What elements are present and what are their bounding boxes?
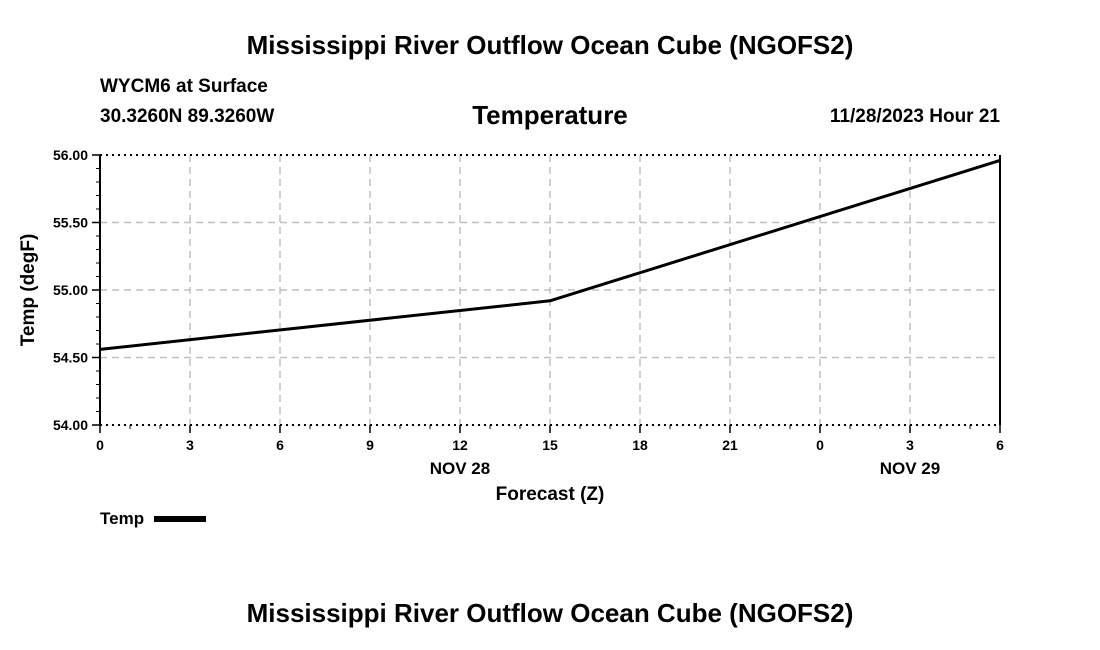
date-label: NOV 29 bbox=[880, 459, 940, 478]
station-label: WYCM6 at Surface bbox=[100, 76, 268, 97]
x-tick-label: 3 bbox=[906, 437, 914, 453]
series bbox=[99, 158, 1001, 351]
date-label: NOV 28 bbox=[430, 459, 490, 478]
x-tick-label: 15 bbox=[542, 437, 558, 453]
y-tick-label: 55.50 bbox=[53, 215, 88, 231]
chart-title: Temperature bbox=[472, 100, 628, 130]
legend-line-swatch bbox=[154, 516, 207, 522]
x-tick-label: 6 bbox=[996, 437, 1004, 453]
y-axis-label: Temp (degF) bbox=[18, 234, 39, 347]
page-title: Mississippi River Outflow Ocean Cube (NG… bbox=[246, 30, 854, 60]
x-tick-label: 18 bbox=[632, 437, 648, 453]
legend: Temp bbox=[100, 509, 207, 529]
tick-labels: 54.00 54.50 55.00 55.50 56.00 0 3 6 9 12 15 18 21 0 3 6… bbox=[53, 147, 1004, 478]
x-tick-label: 0 bbox=[816, 437, 824, 453]
y-tick-label: 54.00 bbox=[53, 417, 88, 433]
datetime-label: 11/28/2023 Hour 21 bbox=[829, 106, 1000, 127]
legend-label: Temp bbox=[100, 509, 145, 528]
x-tick-label: 21 bbox=[722, 437, 738, 453]
x-tick-label: 3 bbox=[186, 437, 194, 453]
x-tick-label: 0 bbox=[96, 437, 104, 453]
tick-marks bbox=[92, 154, 1001, 433]
coordinates-label: 30.3260N 89.3260W bbox=[100, 106, 275, 127]
temp-series-line bbox=[99, 158, 1001, 351]
x-tick-label: 9 bbox=[366, 437, 374, 453]
footer-title: Mississippi River Outflow Ocean Cube (NG… bbox=[246, 598, 854, 628]
x-tick-label: 6 bbox=[276, 437, 284, 453]
grid bbox=[100, 154, 1000, 426]
y-tick-label: 55.00 bbox=[53, 282, 88, 298]
y-tick-label: 54.50 bbox=[53, 350, 88, 366]
x-axis-label: Forecast (Z) bbox=[496, 484, 605, 505]
x-tick-label: 12 bbox=[452, 437, 468, 453]
temperature-chart: 54.00 54.50 55.00 55.50 56.00 0 3 6 9 12 15 18 21 0 3 6… bbox=[18, 147, 1004, 505]
y-tick-label: 56.00 bbox=[53, 147, 88, 163]
